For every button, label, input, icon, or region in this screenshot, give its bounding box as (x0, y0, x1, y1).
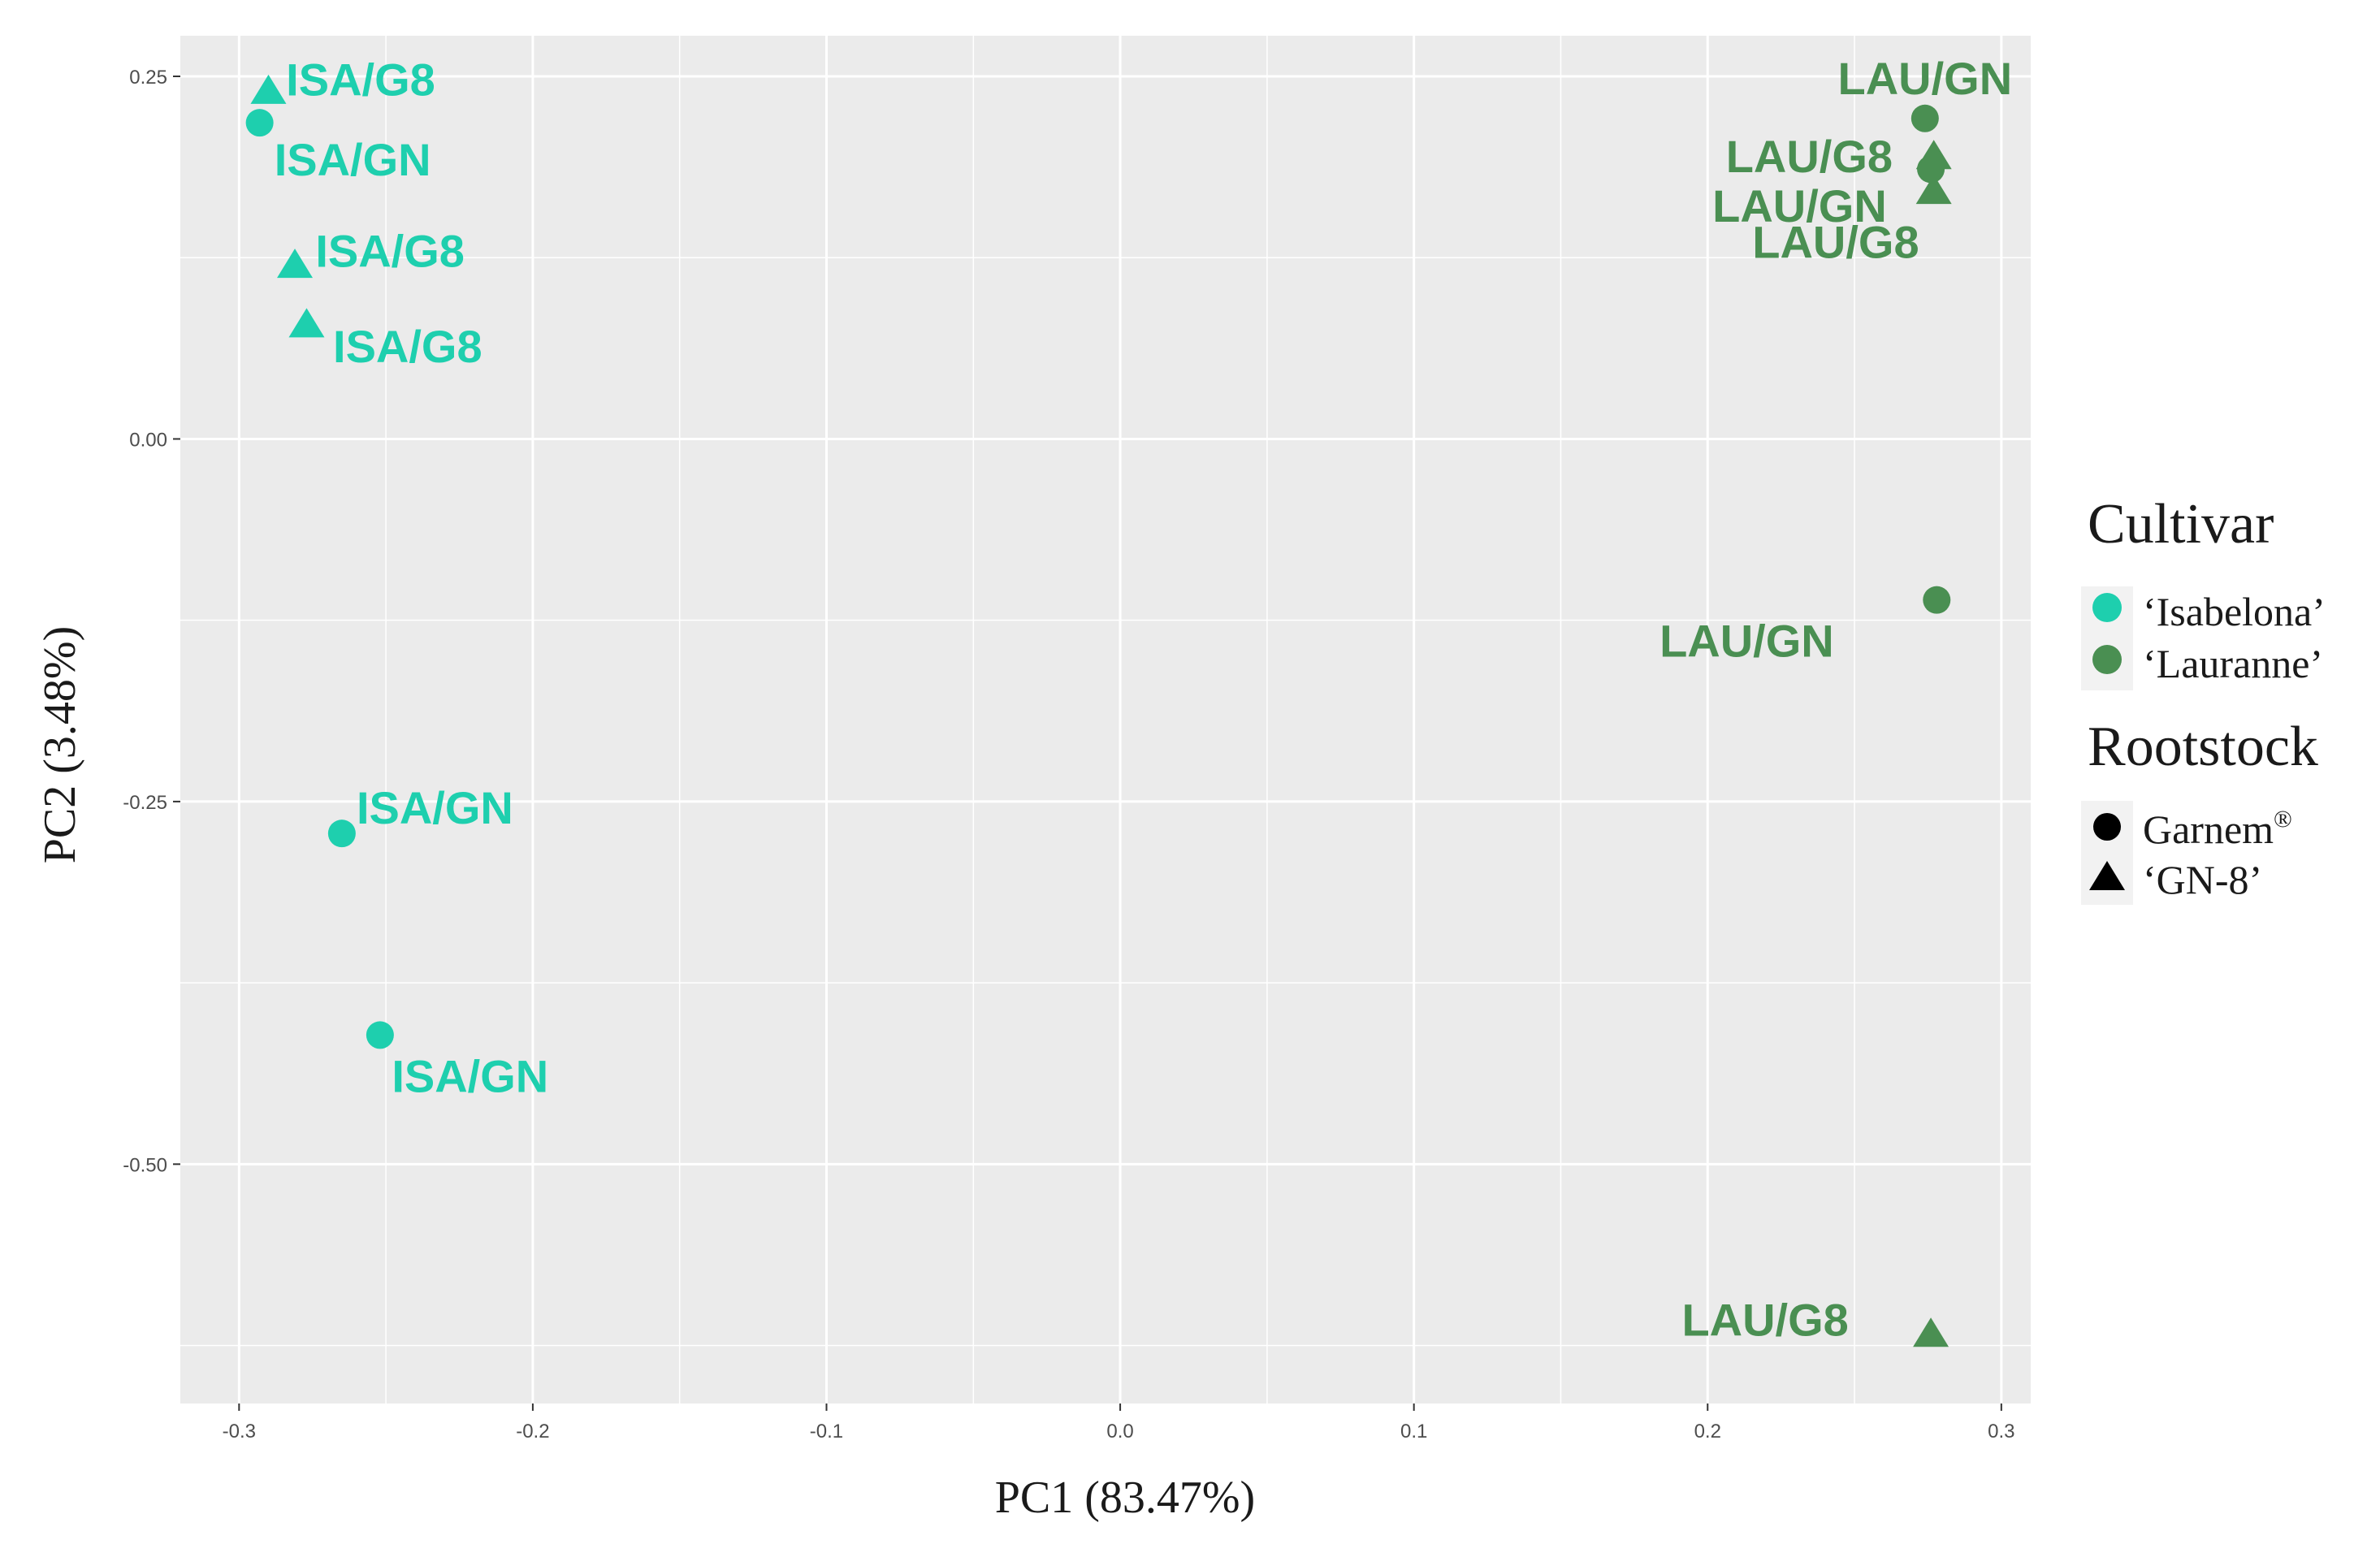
point-lau-g8-triangle (1915, 175, 1952, 205)
point-label: LAU/GN (1838, 53, 2013, 104)
minor-gridlines (180, 36, 2031, 1403)
point-label: LAU/G8 (1726, 131, 1893, 182)
legend-label-garnem: Garnem® (2143, 806, 2292, 852)
point-label: LAU/GN (1712, 180, 1887, 231)
y-tick-label: 0.00 (129, 429, 167, 451)
axis-ticks: -0.3 -0.2 -0.1 0.0 0.1 0.2 0.3 0.25 0.00 -0.25 -0.… (123, 67, 2014, 1442)
y-axis-title: PC2 (3.48%) (35, 626, 85, 863)
registered-mark: ® (2274, 806, 2292, 833)
point-label: ISA/G8 (286, 54, 435, 106)
legend-swatch-lauranne (2092, 645, 2122, 674)
x-tick-label: 0.1 (1400, 1421, 1427, 1442)
point-lau-g8-triangle (1913, 1317, 1949, 1347)
legend-swatch-garnem (2093, 813, 2121, 841)
point-isa-gn-circle (327, 820, 356, 848)
legend-label-isabelona: ‘Isabelona’ (2143, 589, 2326, 634)
y-tick-label: 0.25 (129, 67, 167, 89)
y-tick-label: -0.25 (123, 792, 167, 814)
points-layer (245, 74, 1952, 1347)
point-label: ISA/GN (357, 782, 513, 833)
point-lau-gn-circle (1917, 155, 1945, 184)
point-labels-layer: ISA/GN ISA/G8 ISA/G8 ISA/G8 ISA/GN ISA/GN LAU/… (275, 53, 2012, 1346)
x-tick-label: 0.0 (1106, 1421, 1133, 1442)
point-label: LAU/G8 (1681, 1294, 1848, 1345)
point-isa-g8-triangle (250, 74, 287, 104)
point-label: ISA/G8 (333, 321, 482, 372)
plot-panel (180, 36, 2031, 1403)
legend-rootstock-title: Rootstock (2088, 716, 2318, 778)
point-isa-gn-circle (245, 109, 274, 137)
legend-swatch-gn8 (2089, 861, 2125, 890)
point-isa-gn-circle (366, 1021, 394, 1049)
legend-label-gn8: ‘GN-8’ (2143, 857, 2262, 902)
point-lau-gn-circle (1910, 104, 1939, 132)
point-isa-g8-triangle (277, 249, 314, 279)
point-label: ISA/GN (392, 1050, 548, 1101)
x-tick-label: 0.2 (1694, 1421, 1721, 1442)
x-tick-label: -0.3 (223, 1421, 256, 1442)
point-label: ISA/GN (275, 134, 431, 185)
legend: Cultivar ‘Isabelona’ ‘Lauranne’ Rootstoc… (2081, 493, 2326, 905)
x-tick-label: 0.3 (1988, 1421, 2014, 1442)
point-lau-gn-circle (1923, 586, 1951, 614)
point-label: ISA/G8 (315, 225, 465, 276)
x-axis-title: PC1 (83.47%) (995, 1473, 1255, 1523)
legend-swatch-isabelona (2092, 593, 2122, 622)
legend-label-lauranne: ‘Lauranne’ (2143, 641, 2323, 686)
major-gridlines (180, 36, 2031, 1403)
x-tick-label: -0.1 (810, 1421, 843, 1442)
point-label: LAU/G8 (1752, 217, 1919, 268)
y-tick-label: -0.50 (123, 1154, 167, 1176)
point-label: LAU/GN (1660, 616, 1834, 667)
point-isa-g8-triangle (288, 308, 325, 338)
legend-cultivar-title: Cultivar (2088, 493, 2274, 556)
x-tick-label: -0.2 (516, 1421, 549, 1442)
